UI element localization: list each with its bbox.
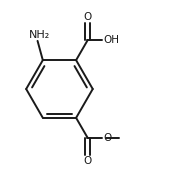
Text: O: O bbox=[83, 156, 92, 166]
Text: OH: OH bbox=[103, 35, 119, 45]
Text: O: O bbox=[83, 12, 92, 22]
Text: NH₂: NH₂ bbox=[29, 30, 50, 40]
Text: O: O bbox=[103, 133, 111, 143]
